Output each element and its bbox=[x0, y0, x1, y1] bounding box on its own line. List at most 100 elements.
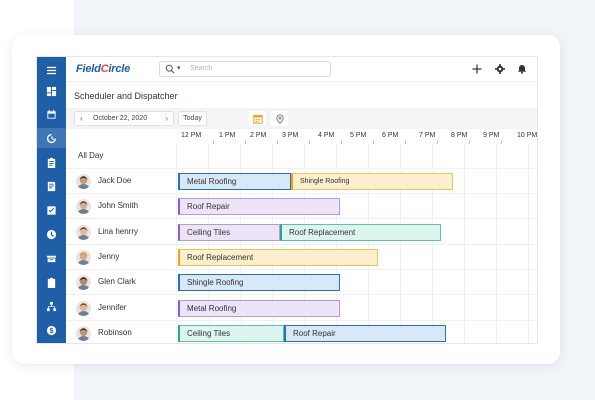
job-event[interactable]: Shingle Roofing bbox=[291, 173, 453, 190]
hour-label: 8 PM bbox=[451, 132, 468, 139]
technician-avatar bbox=[76, 199, 91, 215]
map-view-icon[interactable] bbox=[271, 111, 288, 126]
svg-text:$: $ bbox=[49, 327, 53, 334]
technician-row: Lina henrry Ceiling Tiles Roof Replacement bbox=[66, 220, 537, 245]
job-event[interactable]: Metal Roofing bbox=[178, 173, 291, 190]
next-day-button[interactable]: › bbox=[165, 114, 168, 123]
inventory-icon[interactable] bbox=[44, 251, 58, 265]
grid-line bbox=[336, 144, 337, 343]
job-event[interactable]: Shingle Roofing bbox=[178, 274, 340, 292]
technician-row: Robinson Ceiling Tiles Roof Repair bbox=[66, 321, 537, 343]
technician-row: John Smith Roof Repair bbox=[66, 194, 537, 220]
search-placeholder: Search bbox=[190, 65, 213, 72]
grid-line bbox=[528, 144, 529, 343]
grid-line bbox=[496, 144, 497, 343]
hour-label: 3 PM bbox=[282, 132, 299, 139]
job-event[interactable]: Roof Repair bbox=[178, 198, 340, 216]
hour-label: 9 PM bbox=[483, 132, 500, 139]
scheduler-toolbar: ‹ October 22, 2020 › Today bbox=[66, 108, 537, 129]
grid-line bbox=[272, 144, 273, 343]
hour-tick bbox=[405, 140, 406, 144]
technician-name[interactable]: Lina henrry bbox=[98, 226, 139, 236]
search-input[interactable]: ▾ Search bbox=[159, 61, 331, 77]
hour-label: 7 PM bbox=[419, 132, 436, 139]
dashboard-icon[interactable] bbox=[44, 84, 58, 98]
invoice-icon[interactable] bbox=[44, 179, 58, 193]
hour-tick bbox=[501, 140, 502, 144]
technician-avatar bbox=[76, 174, 91, 189]
bell-icon[interactable] bbox=[515, 62, 529, 76]
hour-label: 2 PM bbox=[250, 132, 267, 139]
job-event[interactable]: Ceiling Tiles bbox=[178, 223, 280, 241]
menu-icon[interactable] bbox=[44, 63, 58, 77]
settings-icon[interactable] bbox=[493, 62, 507, 76]
checklist-icon[interactable] bbox=[44, 203, 58, 217]
technician-name[interactable]: Jenny bbox=[98, 251, 120, 261]
technician-avatar bbox=[76, 275, 91, 291]
grid-line bbox=[400, 144, 401, 343]
technician-name[interactable]: Jennifer bbox=[98, 302, 127, 312]
grid-line bbox=[432, 144, 433, 343]
all-day-row: All Day bbox=[66, 144, 537, 169]
technician-name[interactable]: John Smith bbox=[98, 201, 139, 211]
grid-line bbox=[304, 144, 305, 343]
technician-name[interactable]: Glen Clark bbox=[98, 277, 136, 287]
hour-tick bbox=[341, 140, 342, 144]
hour-label: 1 PM bbox=[219, 132, 236, 139]
hour-tick bbox=[213, 140, 214, 144]
hour-header: 12 PM 1 PM 2 PM 3 PM 4 PM 5 PM 6 PM 7 PM 8 PM 9 P… bbox=[176, 130, 538, 144]
technician-avatar bbox=[76, 224, 91, 240]
search-icon bbox=[165, 64, 175, 74]
technician-name[interactable]: Robinson bbox=[98, 327, 132, 337]
chevron-down-icon[interactable]: ▾ bbox=[177, 65, 181, 72]
calendar-icon[interactable] bbox=[44, 107, 58, 121]
dispatch-icon[interactable] bbox=[37, 128, 66, 148]
technician-row: Glen Clark Shingle Roofing bbox=[66, 270, 537, 296]
technician-row: Jack Doe Metal Roofing Shingle Roofing bbox=[66, 169, 537, 194]
hour-tick bbox=[373, 140, 374, 144]
job-event[interactable]: Roof Replacement bbox=[178, 248, 378, 266]
today-button[interactable]: Today bbox=[178, 111, 207, 126]
calendar-view-icon[interactable] bbox=[249, 111, 266, 126]
technician-name[interactable]: Jack Doe bbox=[98, 176, 132, 185]
job-event[interactable]: Metal Roofing bbox=[178, 299, 340, 317]
technician-avatar bbox=[76, 249, 91, 265]
job-event[interactable]: Ceiling Tiles bbox=[178, 324, 284, 342]
grid-line bbox=[176, 144, 177, 343]
grid-line bbox=[240, 144, 241, 343]
sidebar: $ bbox=[37, 57, 66, 343]
technician-avatar bbox=[76, 325, 91, 341]
hour-tick bbox=[469, 140, 470, 144]
hour-tick bbox=[245, 140, 246, 144]
all-day-label: All Day bbox=[78, 151, 104, 160]
clock-icon[interactable] bbox=[44, 227, 58, 241]
technician-row: Jennifer Metal Roofing bbox=[66, 296, 537, 321]
hour-tick bbox=[277, 140, 278, 144]
hour-label: 6 PM bbox=[382, 132, 399, 139]
prev-day-button[interactable]: ‹ bbox=[80, 114, 83, 123]
hour-tick bbox=[309, 140, 310, 144]
page-title: Scheduler and Dispatcher bbox=[74, 91, 178, 101]
grid-line bbox=[368, 144, 369, 343]
dollar-icon[interactable]: $ bbox=[44, 323, 58, 337]
technician-row: Jenny Roof Replacement bbox=[66, 245, 537, 270]
hour-label: 12 PM bbox=[181, 132, 202, 139]
sitemap-icon[interactable] bbox=[44, 299, 58, 313]
hour-label: 4 PM bbox=[318, 132, 335, 139]
grid-line bbox=[464, 144, 465, 343]
hour-label: 10 PM bbox=[517, 132, 538, 139]
add-icon[interactable] bbox=[470, 62, 484, 76]
app-window: $ FieldCircle ▾ Search Scheduler and Dis… bbox=[36, 56, 538, 344]
tasks-icon[interactable] bbox=[44, 275, 58, 289]
current-date[interactable]: October 22, 2020 bbox=[93, 115, 148, 122]
job-event[interactable]: Roof Repair bbox=[284, 324, 446, 342]
schedule-grid: All Day Jack Doe Metal Roofing Shingle Roof… bbox=[66, 144, 537, 343]
grid-line bbox=[208, 144, 209, 343]
hour-tick bbox=[437, 140, 438, 144]
clipboard-icon[interactable] bbox=[44, 155, 58, 169]
hour-label: 5 PM bbox=[350, 132, 367, 139]
job-event[interactable]: Roof Replacement bbox=[280, 223, 441, 241]
top-bar: FieldCircle ▾ Search bbox=[66, 57, 537, 82]
fieldcircle-logo[interactable]: FieldCircle bbox=[76, 63, 131, 75]
technician-avatar bbox=[76, 300, 91, 316]
